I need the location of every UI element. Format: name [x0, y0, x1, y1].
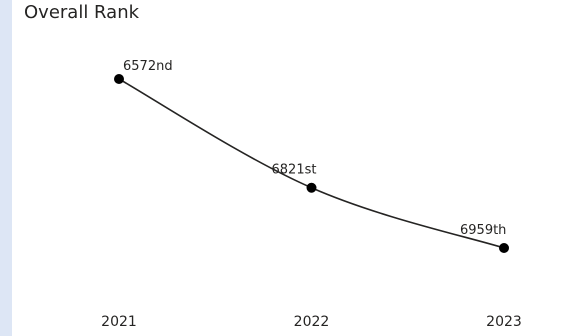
series-layer [114, 74, 509, 253]
x-tick-label-2023: 2023 [486, 314, 522, 330]
data-point-2023[interactable] [499, 243, 509, 253]
data-label-2022: 6821st [272, 163, 317, 178]
x-axis: 2021 2022 2023 [101, 314, 522, 330]
left-border-band [0, 0, 12, 336]
data-labels-layer: 6572nd 6821st 6959th [123, 59, 506, 238]
x-tick-label-2022: 2022 [294, 314, 330, 330]
data-point-2022[interactable] [306, 182, 317, 193]
chart-title: Overall Rank [24, 2, 140, 23]
data-point-2021[interactable] [114, 74, 124, 84]
x-tick-label-2021: 2021 [101, 314, 137, 330]
data-label-2023: 6959th [460, 223, 506, 238]
data-label-2021: 6572nd [123, 59, 173, 74]
